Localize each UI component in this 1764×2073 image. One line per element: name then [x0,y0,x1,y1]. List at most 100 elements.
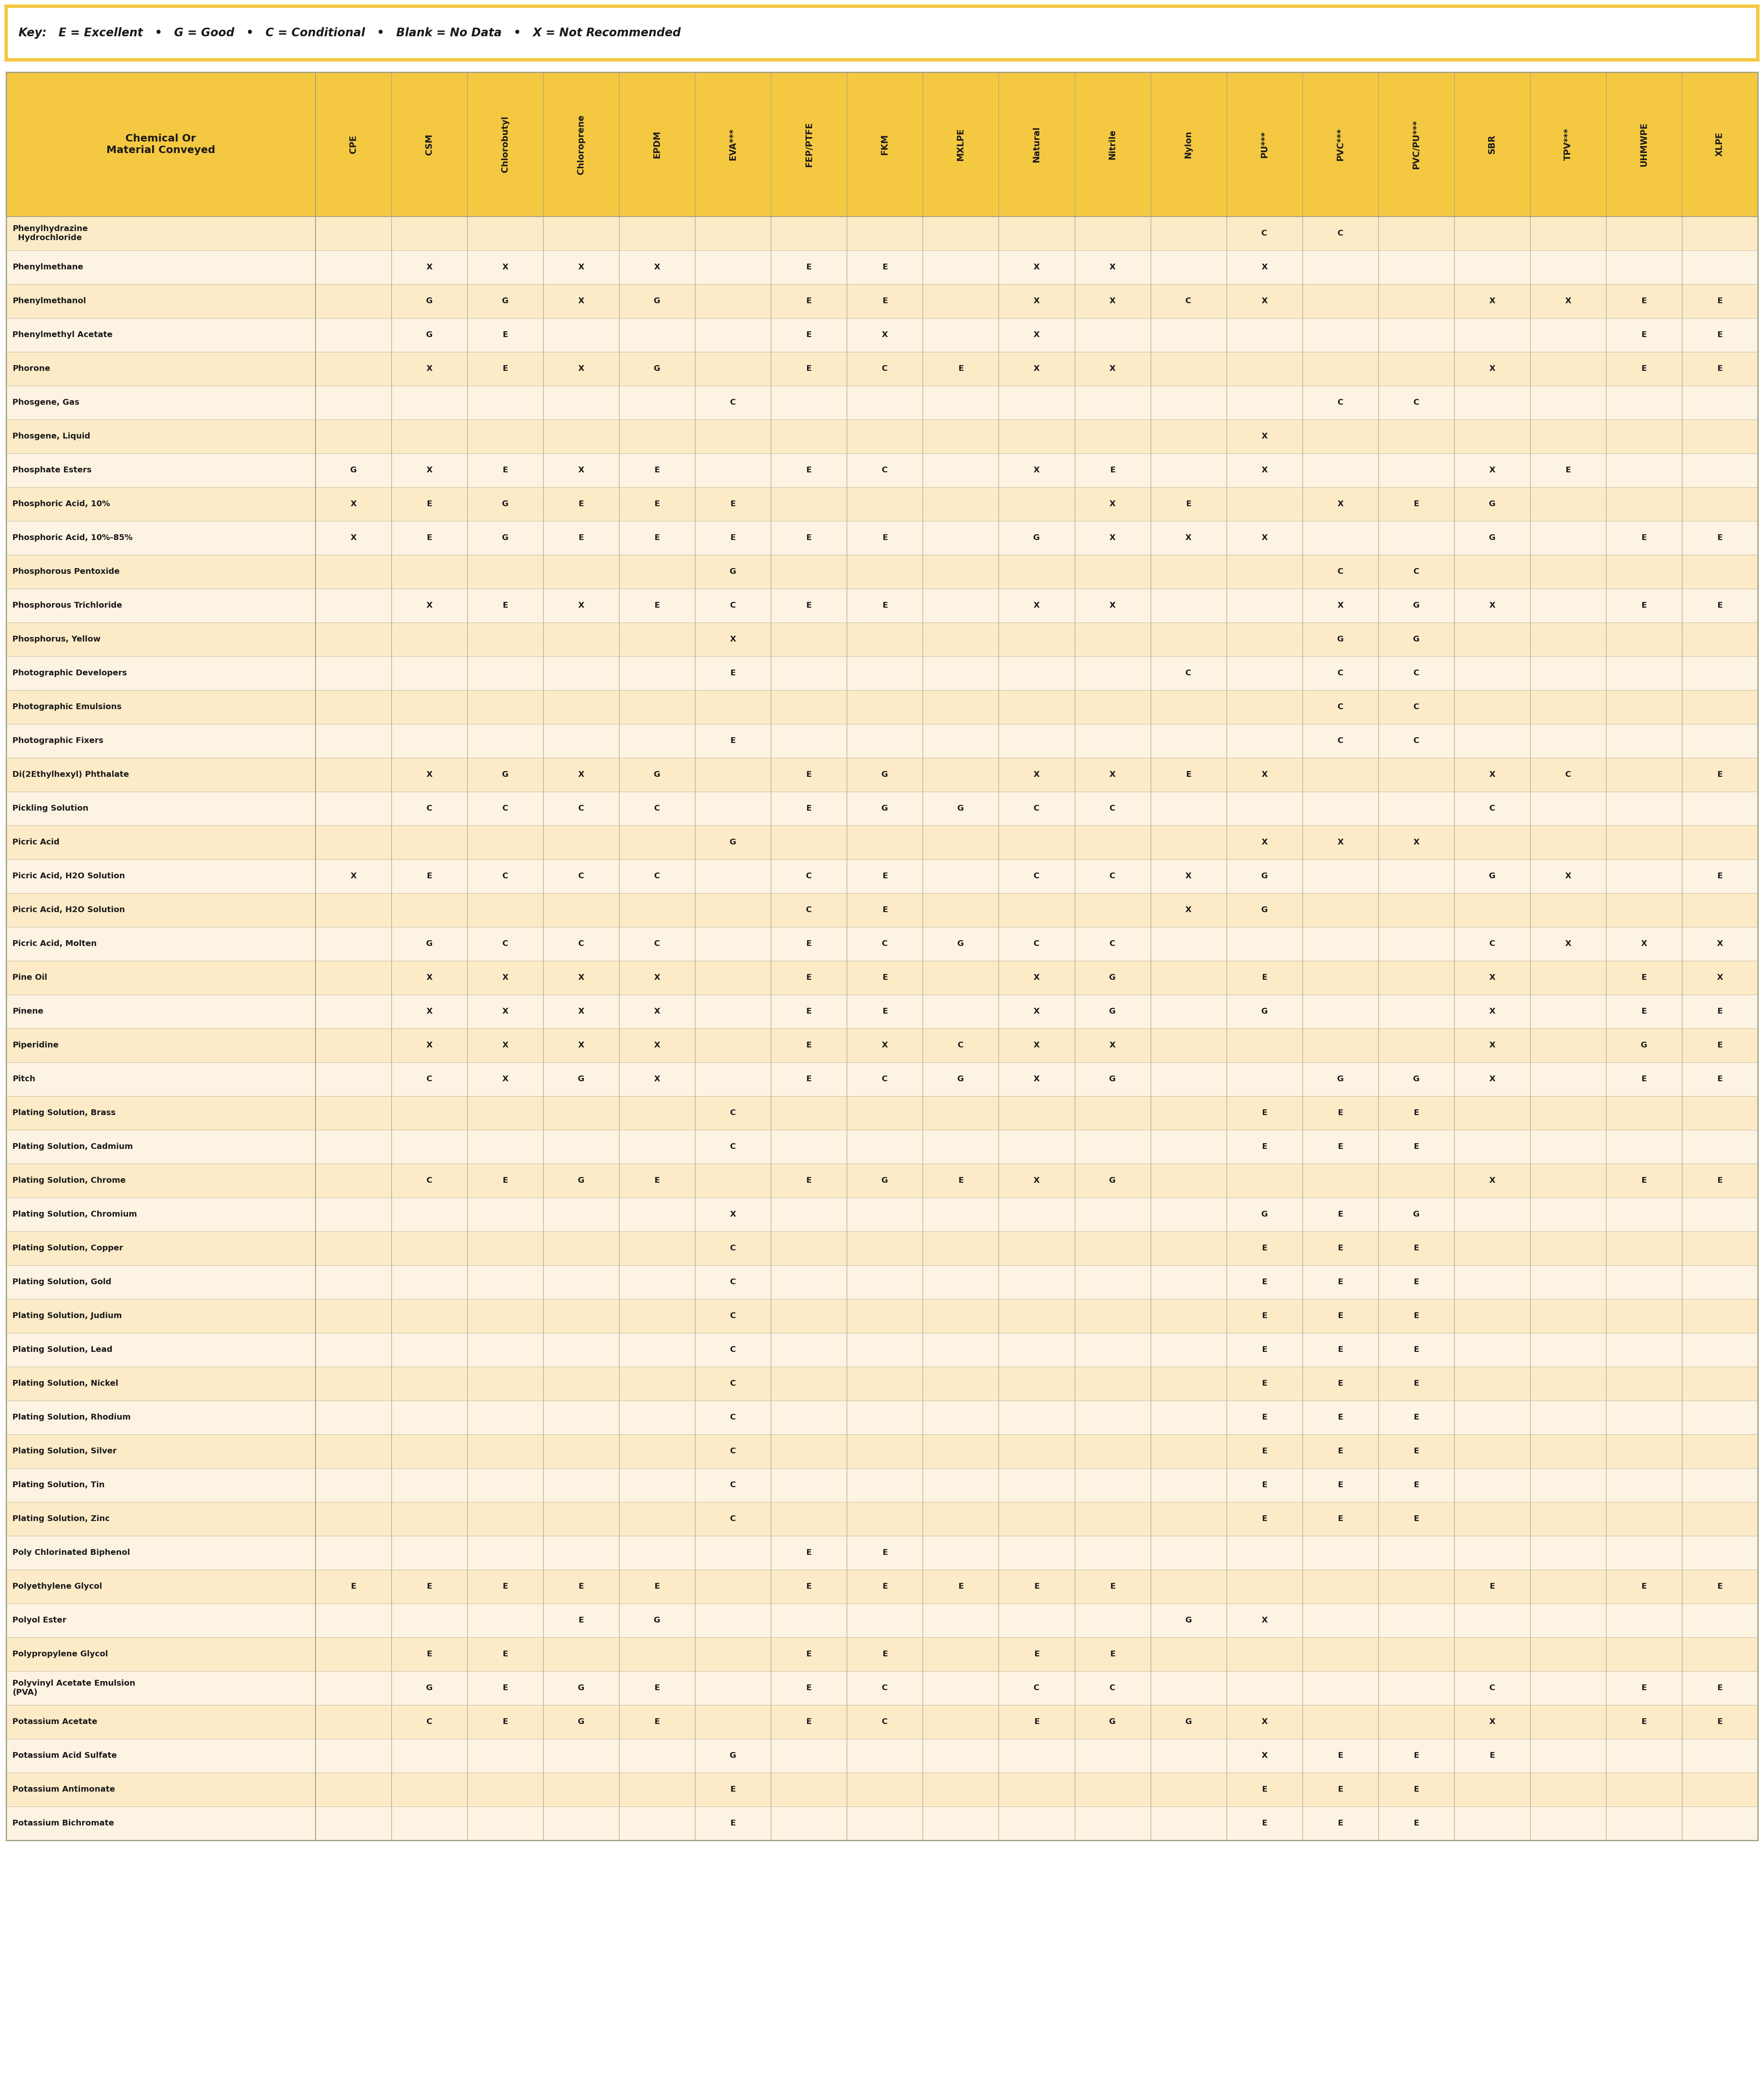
Text: E: E [1489,1582,1494,1590]
Text: G: G [1413,1076,1420,1082]
Text: E: E [1110,1582,1115,1590]
Text: E: E [1641,1719,1646,1727]
Text: E: E [503,1582,508,1590]
Text: C: C [1185,670,1191,678]
Text: G: G [654,365,660,373]
Text: X: X [1110,263,1115,272]
Text: XLPE: XLPE [1716,133,1723,158]
Text: E: E [1337,1785,1342,1793]
FancyBboxPatch shape [7,1536,1757,1569]
Text: X: X [1034,263,1039,272]
FancyBboxPatch shape [7,1028,1757,1061]
Text: E: E [1413,1312,1418,1321]
Text: X: X [503,263,508,272]
Text: C: C [730,1482,736,1488]
FancyBboxPatch shape [7,759,1757,792]
Text: X: X [1110,601,1115,609]
Text: X: X [1261,263,1268,272]
Text: E: E [1261,1109,1267,1117]
Text: X: X [1034,332,1039,338]
Text: E: E [806,332,811,338]
Text: E: E [1337,1345,1342,1354]
Text: Phosgene, Gas: Phosgene, Gas [12,398,79,406]
FancyBboxPatch shape [7,723,1757,759]
FancyBboxPatch shape [7,216,1757,251]
Text: E: E [806,939,811,947]
Text: E: E [1716,601,1723,609]
Text: G: G [654,1617,660,1625]
Text: C: C [1110,804,1115,813]
Text: E: E [1413,1142,1418,1151]
Text: E: E [1641,535,1646,541]
Text: E: E [958,365,963,373]
Text: X: X [1261,1617,1268,1625]
Text: X: X [427,601,432,609]
Text: C: C [1337,738,1342,744]
Text: E: E [1337,1109,1342,1117]
Text: Plating Solution, Cadmium: Plating Solution, Cadmium [12,1142,132,1151]
Text: C: C [503,939,508,947]
Text: X: X [351,873,356,881]
Text: E: E [503,466,508,475]
Text: Chemical Or
Material Conveyed: Chemical Or Material Conveyed [106,133,215,155]
Text: E: E [1261,1482,1267,1488]
Text: FKM: FKM [880,135,889,155]
Text: G: G [503,535,508,541]
Text: X: X [579,296,584,305]
Text: X: X [1489,466,1496,475]
Text: TPV***: TPV*** [1565,129,1572,160]
Text: Pine Oil: Pine Oil [12,974,48,983]
Text: E: E [1716,873,1723,881]
Text: E: E [1716,1041,1723,1049]
Text: E: E [1716,1582,1723,1590]
Text: C: C [1337,398,1342,406]
Text: G: G [503,296,508,305]
Text: EPDM: EPDM [653,131,662,158]
Text: C: C [806,906,811,914]
Text: E: E [806,466,811,475]
Text: UHMWPE: UHMWPE [1641,122,1648,166]
Text: G: G [427,296,432,305]
Text: C: C [882,466,887,475]
Text: X: X [1261,771,1268,779]
FancyBboxPatch shape [7,893,1757,927]
Text: C: C [730,1515,736,1524]
Text: X: X [1110,365,1115,373]
Text: C: C [1185,296,1191,305]
Text: G: G [503,771,508,779]
Text: X: X [579,601,584,609]
FancyBboxPatch shape [7,1772,1757,1806]
Text: Polypropylene Glycol: Polypropylene Glycol [12,1650,108,1658]
Text: E: E [1261,1142,1267,1151]
Text: E: E [503,1719,508,1727]
FancyBboxPatch shape [7,487,1757,520]
Text: X: X [1337,601,1344,609]
FancyBboxPatch shape [7,690,1757,723]
Text: Nylon: Nylon [1184,131,1192,158]
Text: E: E [806,365,811,373]
Text: E: E [1261,1312,1267,1321]
Text: C: C [882,365,887,373]
Text: E: E [806,1549,811,1557]
Text: G: G [1413,1211,1420,1219]
Text: C: C [1337,670,1342,678]
Text: Plating Solution, Lead: Plating Solution, Lead [12,1345,113,1354]
Text: E: E [1413,1515,1418,1524]
Text: E: E [806,771,811,779]
Text: X: X [1565,939,1572,947]
Text: X: X [351,500,356,508]
Text: G: G [1261,1007,1268,1016]
Text: C: C [1489,804,1496,813]
Text: Phenylhydrazine
  Hydrochloride: Phenylhydrazine Hydrochloride [12,226,88,243]
FancyBboxPatch shape [7,1163,1757,1198]
Text: E: E [882,906,887,914]
Text: C: C [1413,398,1420,406]
Text: X: X [427,1041,432,1049]
Text: E: E [1413,1752,1418,1760]
Text: X: X [1489,1076,1496,1082]
Text: E: E [1261,1414,1267,1422]
Text: E: E [1489,1752,1494,1760]
Text: G: G [882,771,887,779]
FancyBboxPatch shape [7,1401,1757,1435]
Text: C: C [654,939,660,947]
